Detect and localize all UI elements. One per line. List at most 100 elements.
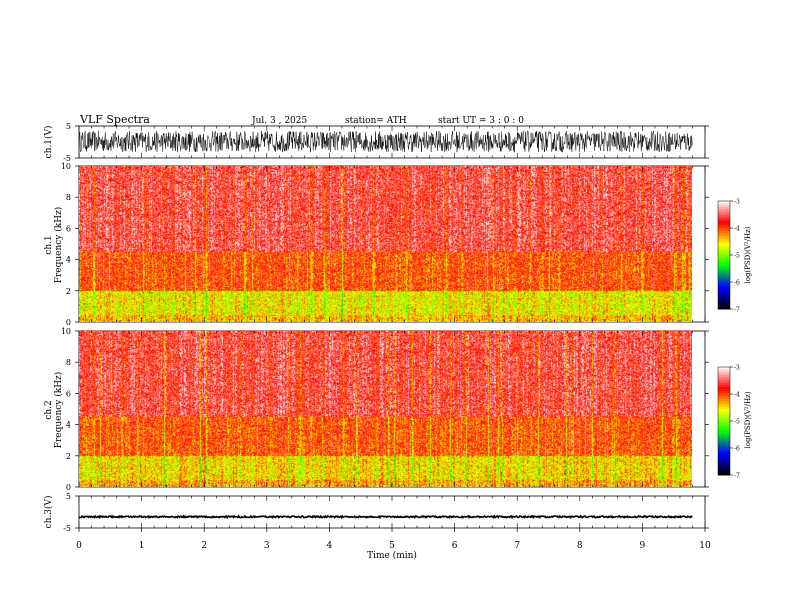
colorbar2-swatch-4 (718, 375, 730, 378)
colorbar1-swatch-27 (718, 255, 730, 258)
colorbar1-swatch-8 (718, 217, 730, 220)
colorbar2-tick-label-2: -5 (734, 419, 740, 426)
xtick-label-2: 2 (201, 541, 207, 551)
colorbar1-swatch-4 (718, 209, 730, 212)
colorbar2-swatch-39 (718, 445, 730, 448)
colorbar2-swatch-14 (718, 395, 730, 398)
colorbar2-swatch-42 (718, 451, 730, 454)
ch3-wave-ytick-label-1: -5 (63, 524, 71, 533)
colorbar2-swatch-20 (718, 407, 730, 410)
xtick-label-4: 4 (327, 541, 333, 551)
colorbar1-swatch-12 (718, 225, 730, 228)
xtick-label-6: 6 (452, 541, 458, 551)
ch1-wave-ytick-label-1: -5 (63, 154, 71, 163)
colorbar2-swatch-50 (718, 467, 730, 470)
colorbar1-swatch-41 (718, 283, 730, 286)
ch1-spectrogram-image (79, 166, 692, 322)
colorbar2-swatch-5 (718, 377, 730, 380)
colorbar1-tick-label-3: -6 (734, 280, 740, 287)
colorbar1-swatch-33 (718, 267, 730, 270)
colorbar1-swatch-53 (718, 307, 730, 310)
colorbar2-swatch-13 (718, 393, 730, 396)
colorbar1-swatch-1 (718, 203, 730, 206)
colorbar1-swatch-17 (718, 235, 730, 238)
colorbar2-swatch-36 (718, 439, 730, 442)
xtick-label-5: 5 (389, 541, 395, 551)
colorbar1-swatch-38 (718, 277, 730, 280)
ch1-waveform-line (78, 130, 693, 154)
ch1-spec-ytick-label-0: 0 (66, 318, 71, 327)
colorbar1-swatch-24 (718, 249, 730, 252)
colorbar1-swatch-50 (718, 301, 730, 304)
colorbar1-swatch-35 (718, 271, 730, 274)
colorbar2-swatch-43 (718, 453, 730, 456)
colorbar2-swatch-34 (718, 435, 730, 438)
colorbar2-swatch-51 (718, 469, 730, 472)
colorbar1-swatch-47 (718, 295, 730, 298)
colorbar1-swatch-29 (718, 259, 730, 262)
ch1-frequency-label: Frequency (kHz) (53, 207, 64, 284)
colorbar2-swatch-1 (718, 369, 730, 372)
ch1-spec-ytick-label-1: 2 (66, 287, 71, 296)
colorbar1-swatch-51 (718, 303, 730, 306)
colorbar1-swatch-10 (718, 221, 730, 224)
colorbar1-swatch-46 (718, 293, 730, 296)
ch1-spec-ytick-label-4: 8 (66, 193, 71, 202)
ch2-spec-ytick-label-1: 2 (66, 452, 71, 461)
ch2-frequency-label: Frequency (kHz) (53, 372, 64, 449)
colorbar2-swatch-41 (718, 449, 730, 452)
colorbar1-swatch-13 (718, 227, 730, 230)
colorbar1-swatch-48 (718, 297, 730, 300)
colorbar2-swatch-45 (718, 457, 730, 460)
colorbar2-swatch-8 (718, 383, 730, 386)
ch2-spectrogram (79, 331, 692, 487)
colorbar2-swatch-3 (718, 373, 730, 376)
colorbar2-swatch-38 (718, 443, 730, 446)
colorbar1-swatch-52 (718, 305, 730, 308)
colorbar2-swatch-48 (718, 463, 730, 466)
figure-title: VLF Spectra (79, 113, 150, 126)
ch2-spectrogram-image (79, 331, 692, 487)
colorbar1-swatch-37 (718, 275, 730, 278)
ch3-volt-label: ch.3(V) (43, 496, 54, 529)
ch2-spec-ytick-label-5: 10 (61, 327, 71, 336)
colorbar2-swatch-37 (718, 441, 730, 444)
colorbar2-swatch-7 (718, 381, 730, 384)
ch2-spec-ytick-label-2: 4 (66, 421, 71, 430)
colorbar1-swatch-32 (718, 265, 730, 268)
ch2-channel-label: ch.2 (44, 400, 54, 419)
colorbar2-swatch-18 (718, 403, 730, 406)
colorbar2-tick-label-3: -6 (734, 446, 740, 453)
colorbar2-swatch-0 (718, 367, 730, 370)
colorbar2-swatch-32 (718, 431, 730, 434)
colorbar2-swatch-2 (718, 371, 730, 374)
colorbar2-swatch-26 (718, 419, 730, 422)
colorbar1-swatch-28 (718, 257, 730, 260)
colorbar1-swatch-40 (718, 281, 730, 284)
colorbar1-swatch-18 (718, 237, 730, 240)
colorbar1-swatch-16 (718, 233, 730, 236)
colorbar1-swatch-36 (718, 273, 730, 276)
colorbar1-swatch-21 (718, 243, 730, 246)
colorbar2-swatch-52 (718, 471, 730, 474)
colorbar1-swatch-3 (718, 207, 730, 210)
colorbar2-swatch-17 (718, 401, 730, 404)
colorbar1-swatch-5 (718, 211, 730, 214)
colorbar2-swatch-29 (718, 425, 730, 428)
colorbar1-tick-label-0: -3 (734, 199, 740, 206)
station-label: station= ATH (345, 116, 407, 126)
colorbar1-swatch-31 (718, 263, 730, 266)
colorbar2-swatch-9 (718, 385, 730, 388)
colorbar1-swatch-11 (718, 223, 730, 226)
colorbar1-swatch-30 (718, 261, 730, 264)
xtick-label-0: 0 (76, 541, 82, 551)
colorbar2-swatch-35 (718, 437, 730, 440)
x-axis-label: Time (min) (367, 550, 417, 561)
colorbar2-swatch-53 (718, 473, 730, 476)
colorbar1-swatch-20 (718, 241, 730, 244)
colorbar1-swatch-14 (718, 229, 730, 232)
colorbar1-swatch-0 (718, 201, 730, 204)
colorbar2-tick-label-4: -7 (734, 473, 740, 480)
